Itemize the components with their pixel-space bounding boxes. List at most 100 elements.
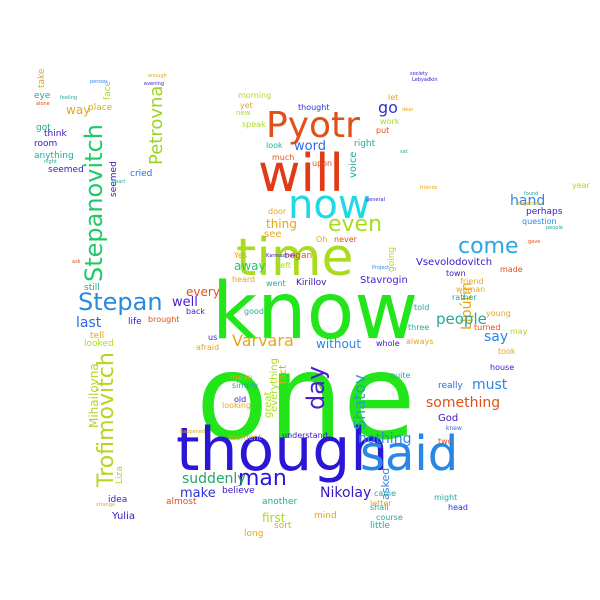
word-perhaps: perhaps xyxy=(526,207,563,217)
word-question: question xyxy=(522,217,557,226)
word-sort: sort xyxy=(274,521,292,531)
word-though: though xyxy=(176,415,389,485)
word-heard: heard xyxy=(232,275,256,284)
word-society: society xyxy=(410,71,428,77)
word-work: yet xyxy=(240,101,253,110)
word-happened: happened xyxy=(180,429,206,435)
word-project: Project xyxy=(372,265,390,271)
word-cried: cried xyxy=(130,169,153,179)
word-gave: gave xyxy=(528,239,541,245)
word-another: another xyxy=(262,497,298,507)
word-yes: Yes xyxy=(234,251,247,260)
word-people-small: people xyxy=(546,225,563,231)
word-understand: understand xyxy=(282,431,328,440)
word-right: right xyxy=(354,139,376,149)
word-now: now xyxy=(288,182,371,228)
word-take: take xyxy=(37,68,47,88)
word-still: still xyxy=(84,283,100,293)
word-life: life xyxy=(128,317,142,327)
word-even: even xyxy=(328,212,383,237)
word-sat: sat xyxy=(400,149,408,155)
word-yet: speak xyxy=(242,120,266,129)
word-day: day xyxy=(302,365,330,410)
word-course: course xyxy=(376,513,403,522)
word-lebyadkin: Lebyadkin xyxy=(412,77,438,83)
word-mihailovna: Mihailovna xyxy=(87,363,101,428)
word-may: may xyxy=(510,327,528,336)
word-upon: upon xyxy=(312,159,333,168)
word-well: well xyxy=(172,295,198,310)
word-word: word xyxy=(294,139,326,154)
word-back: back xyxy=(186,307,206,316)
word-always: always xyxy=(406,337,434,346)
word-heart: heart xyxy=(112,179,126,185)
word-way: way xyxy=(66,103,91,117)
word-strange: strange xyxy=(96,502,116,508)
word-let: let xyxy=(388,93,399,102)
word-new: eye xyxy=(34,91,51,101)
word-speak: morning xyxy=(238,91,272,100)
word-rather: rather xyxy=(452,293,477,302)
word-three: three xyxy=(408,323,430,332)
word-left: left xyxy=(278,261,291,270)
word-thought: thought xyxy=(298,103,330,112)
word-little: little xyxy=(370,521,391,531)
word-came: came xyxy=(374,489,397,498)
word-hand: hand xyxy=(510,193,546,209)
word-people: people xyxy=(436,310,487,328)
word-every: every xyxy=(186,285,220,299)
word-afraid: afraid xyxy=(196,343,220,352)
word-man: man xyxy=(238,466,287,491)
word-varvara: Varvara xyxy=(232,331,294,350)
word-vsevolodovitch: Vsevolodovitch xyxy=(416,257,493,268)
word-first: first xyxy=(262,511,286,525)
word-morning: new xyxy=(236,109,251,117)
word-time: time xyxy=(236,228,354,288)
word-come: come xyxy=(458,234,519,259)
word-said: said xyxy=(360,426,459,482)
word-god: God xyxy=(438,413,459,424)
word-told: told xyxy=(414,303,430,312)
word-pyotr: Pyotr xyxy=(266,105,360,146)
word-moment: moment xyxy=(228,433,262,442)
word-woman: woman xyxy=(456,285,486,294)
word-anything: seemed xyxy=(48,165,84,175)
word-last: last xyxy=(76,315,102,331)
word-stepan: Stepan xyxy=(78,288,163,316)
word-town: town xyxy=(446,269,466,278)
word-whole: whole xyxy=(376,339,400,348)
word-eye: got xyxy=(36,123,51,133)
word-brought: brought xyxy=(148,315,180,324)
word-oh: Oh xyxy=(316,235,328,244)
word-room: anything xyxy=(34,151,74,161)
word-us: us xyxy=(208,333,218,342)
word-shall: shall xyxy=(370,503,389,512)
word-stavrogin: Stavrogin xyxy=(360,275,408,286)
word-friend: friend xyxy=(460,277,484,286)
word-nikolay: Nikolay xyxy=(320,485,372,501)
word-one: one xyxy=(196,328,416,466)
word-young: young xyxy=(486,309,511,318)
word-say: say xyxy=(484,329,509,345)
word-give: voice xyxy=(348,151,359,178)
word-might: might xyxy=(434,493,458,502)
word-looking: looking xyxy=(222,401,252,410)
word-almost: almost xyxy=(166,497,197,507)
word-liza: Liza xyxy=(115,466,125,484)
word-go: go xyxy=(378,98,398,117)
word-simply: simply xyxy=(232,381,259,390)
word-look: look xyxy=(266,141,283,150)
word-thing: thing xyxy=(266,217,297,231)
word-away: away xyxy=(234,259,266,273)
word-going: going xyxy=(387,246,397,272)
word-mean: mean xyxy=(230,373,253,382)
word-long: long xyxy=(244,529,264,539)
word-suddenly: suddenly xyxy=(182,471,246,487)
word-know: know xyxy=(212,267,419,357)
word-head: head xyxy=(448,503,468,512)
word-fact: fact xyxy=(278,364,289,384)
word-must: must xyxy=(472,377,508,393)
word-will: will xyxy=(258,144,344,204)
word-liputin: see xyxy=(264,229,282,240)
